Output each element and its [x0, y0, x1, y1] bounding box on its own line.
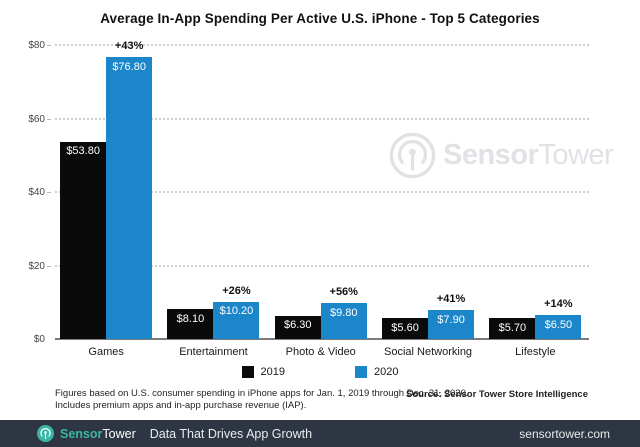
- bar-value-label: $5.60: [391, 321, 419, 334]
- bar-2020-lifestyle: [535, 315, 582, 339]
- gridline: [55, 44, 589, 47]
- category-label: Lifestyle: [515, 346, 556, 358]
- watermark: SensorTower: [389, 131, 614, 179]
- category-label: Social Networking: [384, 346, 473, 358]
- legend-label-2020: 2020: [374, 366, 399, 378]
- watermark-text-light: Tower: [538, 139, 614, 171]
- y-axis-tick: [47, 118, 51, 120]
- legend-label-2019: 2019: [260, 366, 285, 378]
- gridline: [55, 264, 589, 267]
- bar-value-label: $76.80: [112, 60, 146, 73]
- legend: 2019 2020: [0, 366, 640, 378]
- category-label: Photo & Video: [285, 346, 356, 358]
- bar-value-label: $6.50: [544, 318, 573, 331]
- bar-2020-entertainment: [213, 301, 260, 339]
- footer-brand-tower: Tower: [102, 426, 136, 441]
- pct-change-label: +56%: [329, 286, 358, 299]
- footnote-line1: Figures based on U.S. consumer spending …: [55, 388, 469, 399]
- bar-value-label: $6.30: [283, 319, 312, 332]
- bar-2019-social-networking: [382, 318, 429, 339]
- footer-tagline: Data That Drives App Growth: [149, 426, 313, 441]
- bar-value-label: $53.80: [66, 145, 100, 158]
- gridline: [55, 117, 589, 120]
- sensor-tower-logo-icon: [37, 425, 54, 442]
- y-axis-tick: [47, 192, 51, 194]
- footer-url: sensortower.com: [519, 426, 610, 441]
- bar-value-label: $10.20: [219, 305, 254, 318]
- bar-value-label: $5.70: [498, 321, 527, 334]
- footer-bar: SensorTower Data That Drives App Growth …: [0, 420, 640, 447]
- y-axis-tick-label: $80: [28, 40, 45, 52]
- footnote-line2: Includes premium apps and in-app purchas…: [55, 399, 307, 411]
- bar-2019-entertainment: [167, 309, 214, 339]
- bar-2019-games: [60, 141, 107, 339]
- y-axis-tick: [47, 45, 51, 47]
- bar-value-label: $8.10: [176, 312, 205, 325]
- bar-value-label: $7.90: [437, 313, 465, 326]
- x-axis-line: [55, 338, 589, 340]
- bar-2020-games: [106, 57, 153, 339]
- watermark-text-bold: Sensor: [443, 139, 539, 171]
- chart-title: Average In-App Spending Per Active U.S. …: [100, 11, 540, 26]
- pct-change-label: +43%: [114, 40, 144, 53]
- y-axis-tick-label: $0: [33, 334, 45, 345]
- footnote: Figures based on U.S. consumer spending …: [55, 388, 469, 411]
- y-axis-tick: [47, 265, 51, 267]
- pct-change-label: +14%: [544, 298, 573, 311]
- pct-change-label: +41%: [436, 293, 466, 305]
- category-label: Entertainment: [179, 346, 248, 358]
- legend-swatch-2019: [241, 366, 254, 378]
- y-axis-tick-label: $60: [28, 113, 45, 125]
- y-axis-tick-label: $20: [28, 260, 45, 272]
- bar-2019-photo-video: [274, 315, 321, 339]
- legend-swatch-2020: [355, 366, 367, 378]
- bar-value-label: $9.80: [329, 306, 358, 319]
- gridline: [55, 191, 589, 194]
- footer-brand-sensor: Sensor: [60, 426, 103, 441]
- pct-change-label: +26%: [222, 284, 251, 297]
- bar-2020-social-networking: [428, 310, 475, 339]
- watermark-text: SensorTower: [443, 131, 614, 179]
- sensor-tower-watermark-icon: [389, 132, 436, 178]
- source-note: Source: Sensor Tower Store Intelligence: [406, 389, 588, 400]
- bar-2019-lifestyle: [489, 318, 536, 339]
- footer-brand: SensorTower: [60, 427, 136, 441]
- y-axis-tick-label: $40: [28, 187, 45, 199]
- legend-item-2020: 2020: [355, 366, 398, 378]
- category-label: Games: [88, 346, 124, 358]
- bar-2020-photo-video: [320, 303, 367, 339]
- legend-item-2019: 2019: [241, 366, 285, 378]
